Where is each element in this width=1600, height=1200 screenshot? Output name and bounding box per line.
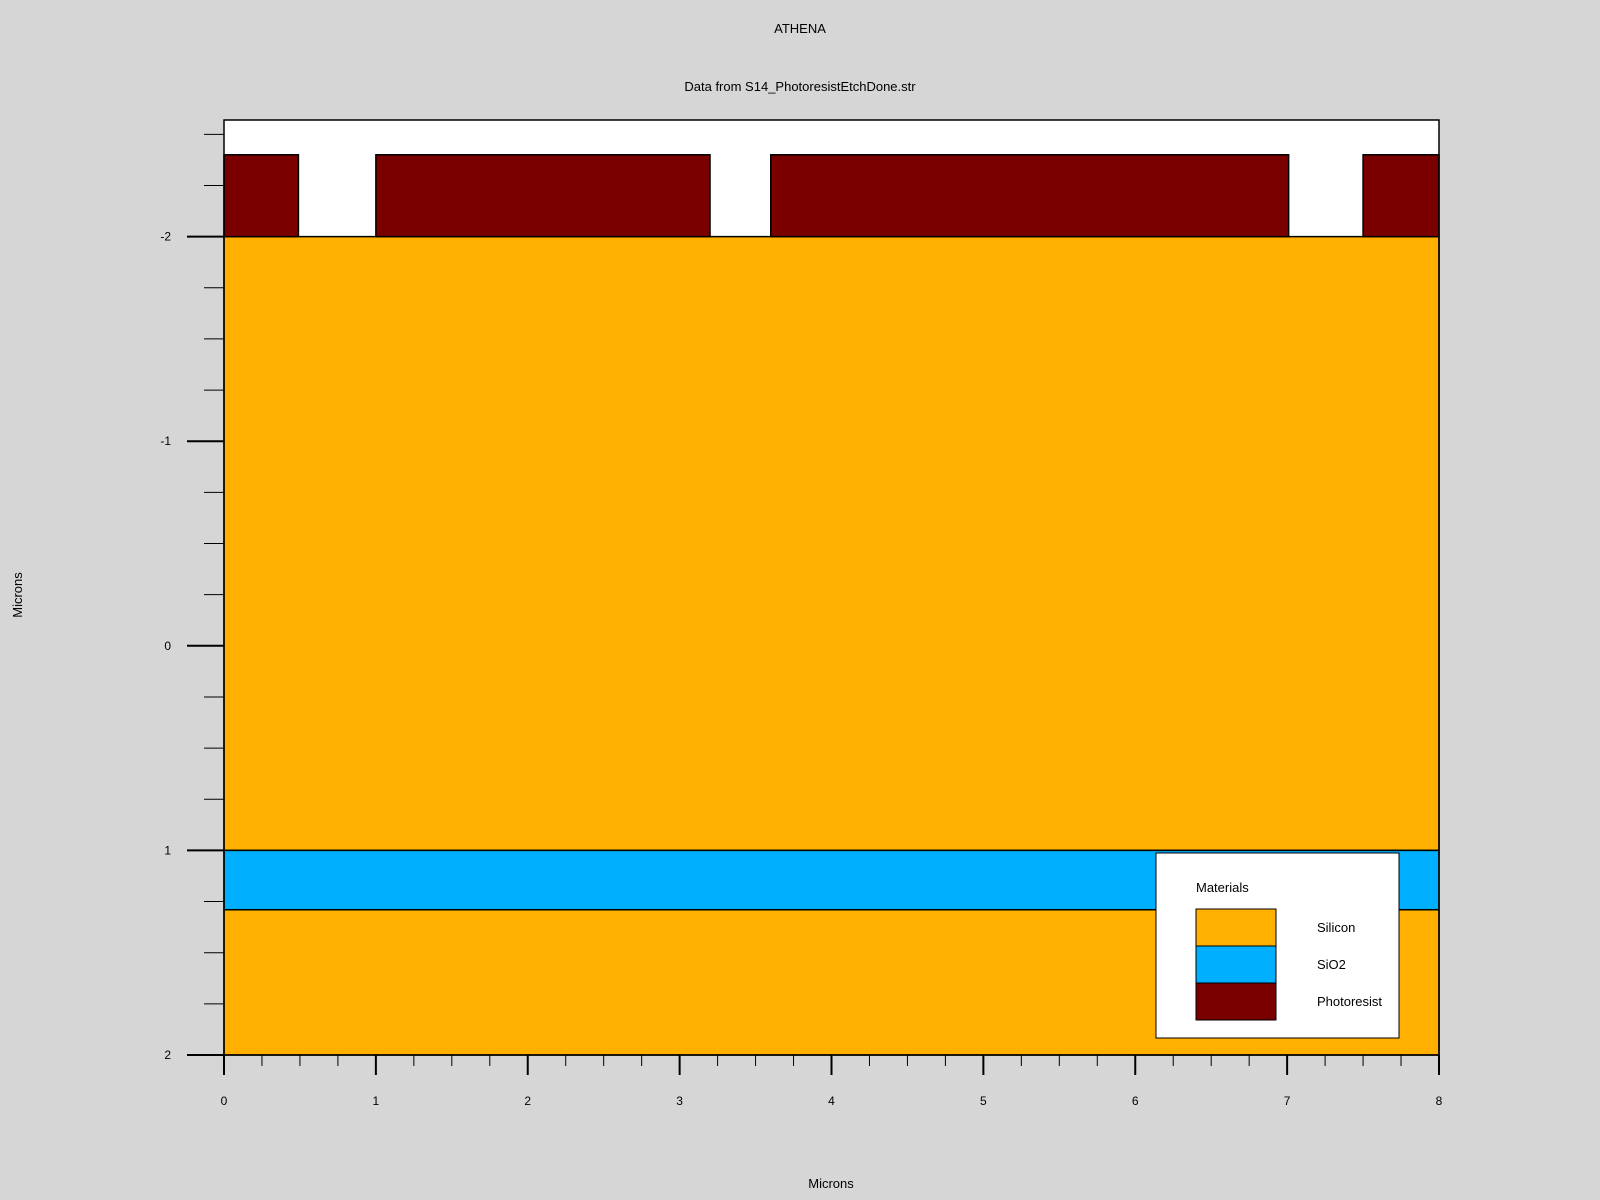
y-axis-label: Microns	[10, 572, 25, 618]
y-tick-label: -2	[160, 230, 171, 244]
region-photoresist	[375, 154, 711, 238]
x-tick-label: 1	[373, 1094, 380, 1108]
plot-subtitle: Data from S14_PhotoresistEtchDone.str	[684, 79, 916, 94]
x-axis: 0 1 2 3 4 5 6 7 8	[221, 1055, 1443, 1108]
x-tick-label: 6	[1132, 1094, 1139, 1108]
legend: Materials Silicon SiO2 Photoresist	[1155, 852, 1400, 1039]
x-tick-label: 3	[676, 1094, 683, 1108]
x-axis-label: Microns	[808, 1176, 854, 1191]
legend-entries: Silicon SiO2 Photoresist	[1195, 908, 1382, 1021]
x-tick-label: 8	[1436, 1094, 1443, 1108]
legend-title: Materials	[1196, 880, 1249, 895]
y-axis: -2 -1 0 1 2	[160, 133, 224, 1062]
y-tick-label: 2	[164, 1048, 171, 1062]
region-photoresist	[1362, 154, 1440, 238]
legend-label-photoresist: Photoresist	[1317, 994, 1382, 1009]
region-photoresist	[770, 154, 1290, 238]
y-tick-label: -1	[160, 434, 171, 448]
y-tick-label: 1	[164, 843, 171, 857]
x-tick-label: 5	[980, 1094, 987, 1108]
legend-swatch-silicon	[1195, 908, 1277, 947]
legend-swatch-sio2	[1195, 945, 1277, 984]
legend-box	[1155, 852, 1400, 1039]
legend-swatch-photoresist	[1195, 982, 1277, 1021]
window-title: ATHENA	[774, 21, 826, 36]
x-tick-label: 0	[221, 1094, 228, 1108]
x-tick-label: 7	[1284, 1094, 1291, 1108]
region-photoresist	[223, 154, 300, 238]
region-silicon	[223, 235, 1440, 852]
legend-label-silicon: Silicon	[1317, 920, 1355, 935]
x-tick-label: 4	[828, 1094, 835, 1108]
legend-label-sio2: SiO2	[1317, 957, 1346, 972]
x-tick-label: 2	[524, 1094, 531, 1108]
y-tick-label: 0	[164, 639, 171, 653]
